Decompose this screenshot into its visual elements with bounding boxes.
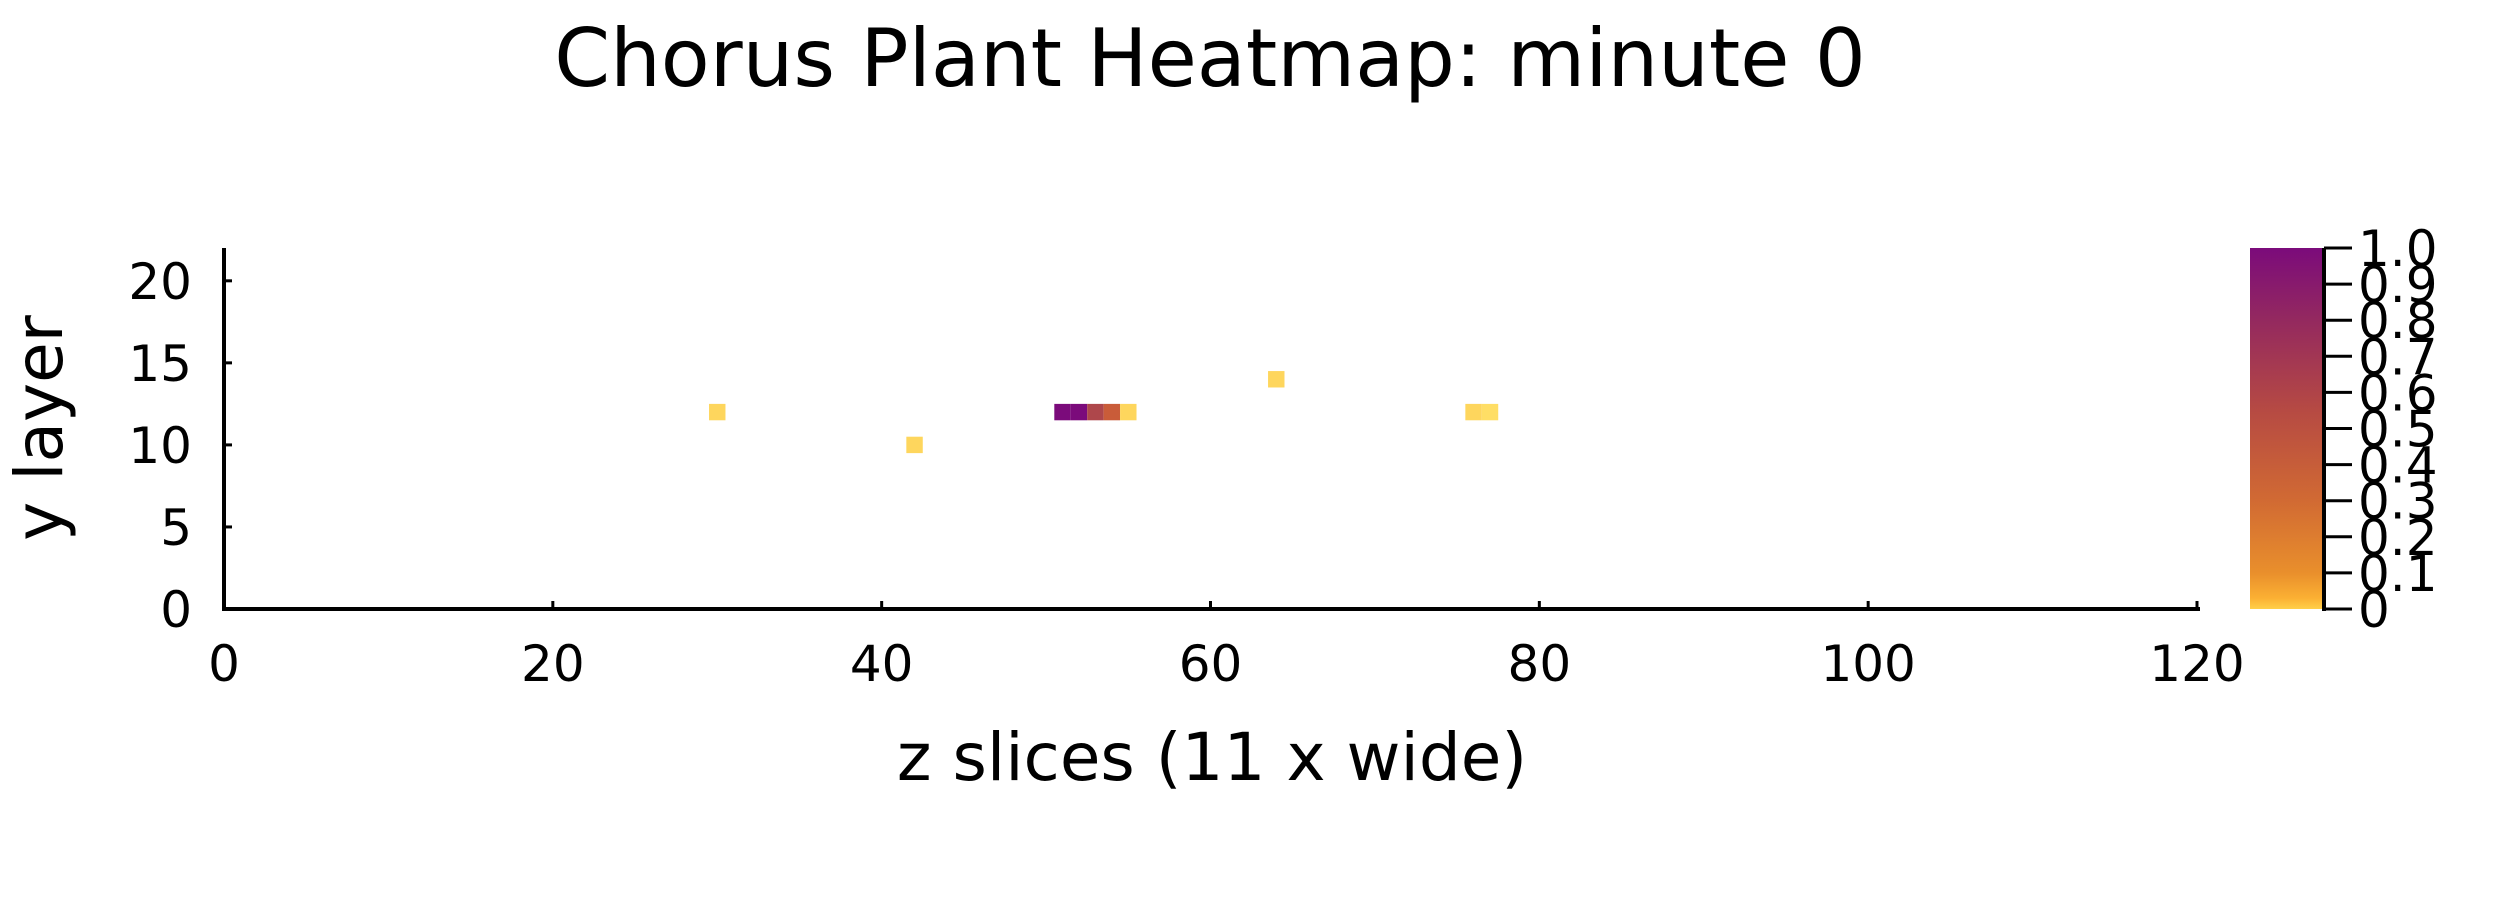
colorbar-tick-label-8: 0.8	[2358, 292, 2438, 350]
x-tick-label-40: 40	[850, 635, 914, 693]
x-tick-label-80: 80	[1508, 635, 1572, 693]
x-axis-ticks: 0 20 40 60 80 100 120	[208, 601, 2245, 693]
colorbar-ticks: 00.10.20.30.40.50.60.70.80.91.0	[2324, 220, 2438, 639]
chart-title: Chorus Plant Heatmap: minute 0	[554, 12, 1866, 105]
heatmap-cell-4	[1087, 403, 1104, 421]
colorbar-tick-label-9: 0.9	[2358, 256, 2438, 314]
y-tick-label-5: 5	[160, 499, 192, 557]
heatmap-cell-8	[1465, 403, 1482, 421]
x-tick-label-60: 60	[1179, 635, 1243, 693]
colorbar-tick-label-4: 0.4	[2358, 437, 2438, 495]
colorbar-tick-label-2: 0.2	[2358, 509, 2438, 567]
heatmap-cell-3	[1070, 403, 1088, 421]
y-tick-label-10: 10	[128, 417, 192, 475]
x-tick-label-0: 0	[208, 635, 240, 693]
x-tick-label-100: 100	[1820, 635, 1915, 693]
colorbar-tick-label-3: 0.3	[2358, 473, 2438, 531]
colorbar-gradient	[2250, 248, 2323, 609]
heatmap-cell-7	[1268, 371, 1285, 388]
colorbar-tick-label-0: 0	[2358, 581, 2390, 639]
heatmap-cell-1	[906, 436, 923, 454]
y-tick-label-20: 20	[128, 253, 192, 311]
heatmap-cell-9	[1481, 403, 1499, 421]
heatmap-cell-2	[1054, 403, 1071, 421]
colorbar-tick-label-10: 1.0	[2358, 220, 2438, 278]
y-axis-label: y layer	[1, 314, 78, 540]
plot-area: 0 20 40 60 80 100 120 0 5 10 15 20	[128, 248, 2245, 693]
x-axis-label: z slices (11 x wide)	[897, 719, 1527, 796]
y-tick-label-0: 0	[160, 581, 192, 639]
colorbar-tick-label-6: 0.6	[2358, 364, 2438, 422]
heatmap-cell-0	[709, 403, 726, 421]
colorbar: 00.10.20.30.40.50.60.70.80.91.0	[2250, 220, 2438, 639]
heatmap-cell-5	[1103, 403, 1121, 421]
colorbar-tick-label-5: 0.5	[2358, 401, 2438, 459]
y-tick-label-15: 15	[128, 335, 192, 393]
colorbar-tick-label-1: 0.1	[2358, 545, 2438, 603]
heatmap-cells	[709, 371, 1499, 454]
colorbar-tick-label-7: 0.7	[2358, 328, 2438, 386]
x-tick-label-20: 20	[521, 635, 585, 693]
heatmap-cell-6	[1120, 403, 1137, 421]
x-tick-label-120: 120	[2149, 635, 2244, 693]
y-axis-ticks: 0 5 10 15 20	[128, 253, 232, 639]
